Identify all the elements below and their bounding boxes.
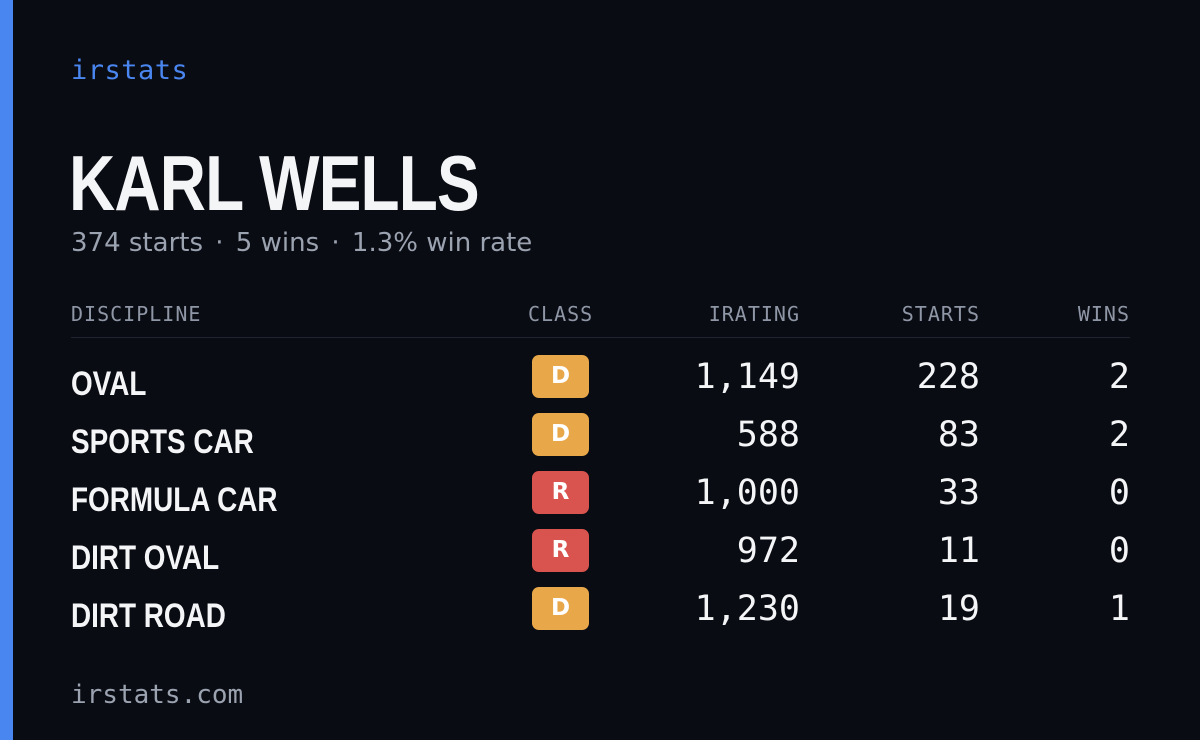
table-row: DIRT OVAL R 972 11 0: [71, 527, 1130, 585]
header-wins: WINS: [1077, 302, 1130, 326]
brand-logo: irstats: [71, 55, 189, 86]
table-row: FORMULA CAR R 1,000 33 0: [71, 469, 1130, 527]
class-badge: D: [532, 355, 589, 398]
summary-separator: ·: [215, 228, 224, 258]
win-rate-summary: 1.3% win rate: [351, 228, 533, 258]
footer-url: irstats.com: [71, 680, 244, 710]
table-body: OVAL D 1,149 228 2 SPORTS CAR D 588 83 2…: [71, 338, 1130, 643]
driver-summary: 374 starts · 5 wins · 1.3% win rate: [71, 228, 532, 258]
header-irating: IRATING: [708, 302, 800, 326]
starts-value: 228: [916, 357, 980, 397]
header-class: CLASS: [528, 302, 594, 326]
discipline-name: DIRT ROAD: [71, 597, 226, 635]
starts-summary: 374 starts: [71, 228, 203, 258]
starts-value: 83: [937, 415, 980, 455]
summary-separator: ·: [331, 228, 340, 258]
table-row: OVAL D 1,149 228 2: [71, 353, 1130, 411]
class-badge: R: [532, 471, 589, 514]
stats-table: DISCIPLINE CLASS IRATING STARTS WINS OVA…: [71, 300, 1130, 643]
irating-value: 588: [736, 415, 800, 455]
discipline-name: FORMULA CAR: [71, 481, 278, 519]
class-badge: R: [532, 529, 589, 572]
wins-value: 2: [1108, 357, 1130, 397]
accent-bar: [0, 0, 13, 740]
irating-value: 1,230: [694, 589, 800, 629]
table-row: DIRT ROAD D 1,230 19 1: [71, 585, 1130, 643]
discipline-name: OVAL: [71, 365, 147, 403]
discipline-name: SPORTS CAR: [71, 423, 254, 461]
irating-value: 1,149: [694, 357, 800, 397]
table-row: SPORTS CAR D 588 83 2: [71, 411, 1130, 469]
table-header: DISCIPLINE CLASS IRATING STARTS WINS: [71, 300, 1130, 338]
starts-value: 33: [937, 473, 980, 513]
header-discipline: DISCIPLINE: [71, 302, 202, 326]
class-badge: D: [532, 587, 589, 630]
class-badge: D: [532, 413, 589, 456]
discipline-name: DIRT OVAL: [71, 539, 220, 577]
wins-value: 2: [1108, 415, 1130, 455]
wins-summary: 5 wins: [235, 228, 320, 258]
wins-value: 1: [1108, 589, 1130, 629]
wins-value: 0: [1108, 473, 1130, 513]
driver-name: KARL WELLS: [69, 139, 480, 227]
starts-value: 11: [937, 531, 980, 571]
header-starts: STARTS: [901, 302, 980, 326]
starts-value: 19: [937, 589, 980, 629]
irating-value: 1,000: [694, 473, 800, 513]
wins-value: 0: [1108, 531, 1130, 571]
irating-value: 972: [736, 531, 800, 571]
